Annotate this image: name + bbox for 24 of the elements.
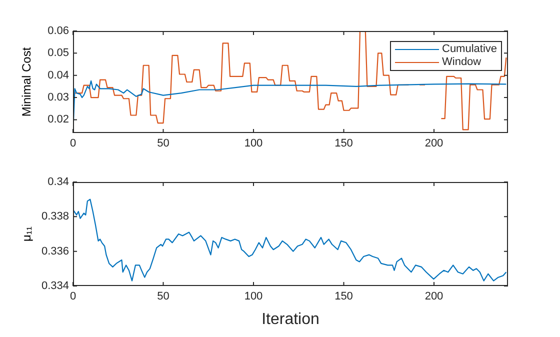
y-tick-label: 0.04 (48, 69, 69, 82)
x-tick-label: 0 (70, 290, 76, 303)
x-tick-label: 150 (334, 138, 353, 150)
y-tick-label: 0.334 (41, 280, 69, 292)
y-axis-title: μ₁₁ (20, 226, 34, 242)
x-axis-title: Iteration (262, 310, 320, 328)
x-tick-label: 200 (424, 138, 444, 150)
x-tick-label: 150 (334, 290, 353, 303)
legend-label: Cumulative (442, 43, 498, 56)
y-tick-label: 0.05 (48, 47, 69, 60)
y-tick-label: 0.03 (48, 92, 69, 104)
y-axis-title: Minimal Cost (20, 46, 34, 117)
y-tick-label: 0.338 (41, 210, 69, 223)
x-tick-label: 50 (157, 290, 170, 303)
x-tick-label: 100 (244, 138, 263, 150)
x-tick-label: 0 (70, 138, 76, 150)
y-tick-label: 0.06 (48, 25, 69, 38)
x-tick-label: 100 (244, 290, 263, 303)
y-tick-label: 0.02 (48, 114, 69, 126)
x-tick-label: 50 (157, 138, 170, 150)
y-tick-label: 0.336 (41, 245, 69, 258)
legend-label: Window (442, 56, 482, 69)
x-tick-label: 200 (424, 290, 444, 303)
y-tick-label: 0.34 (48, 176, 69, 188)
